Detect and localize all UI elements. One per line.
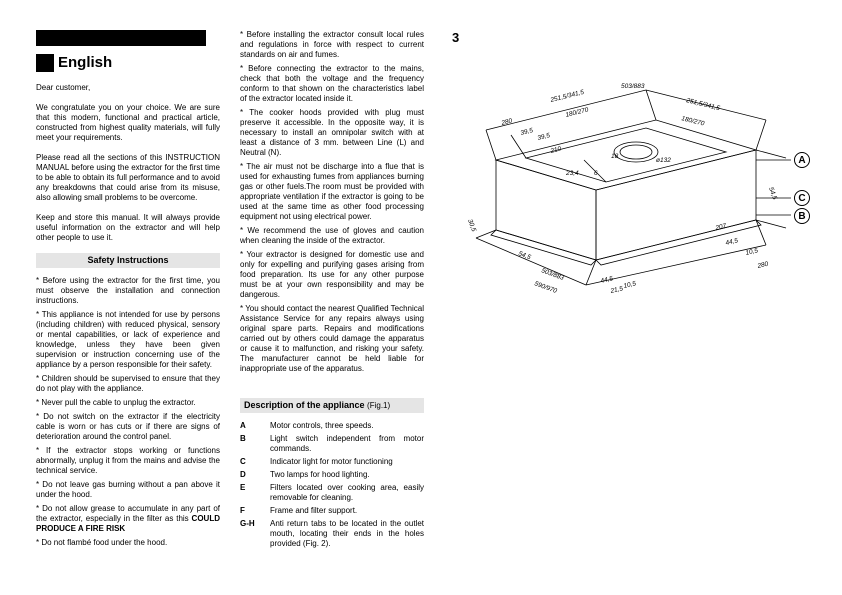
legend-row: FFrame and filter support.	[240, 506, 424, 516]
legend-row: G-HAnti return tabs to be located in the…	[240, 519, 424, 549]
safety-item: * Before using the extractor for the fir…	[36, 276, 220, 306]
legend-row: AMotor controls, three speeds.	[240, 421, 424, 431]
callout-a: A	[794, 152, 810, 168]
legend-row: EFilters located over cooking area, easi…	[240, 483, 424, 503]
safety-item: * If the extractor stops working or func…	[36, 446, 220, 476]
intro-paragraph-2: Please read all the sections of this INS…	[36, 153, 220, 203]
diagram-svg: 251,5/341,5 251,5/341,5 503/883 180/270 …	[456, 80, 806, 300]
language-square-icon	[36, 54, 54, 72]
safety-item: * Before installing the extractor consul…	[240, 30, 424, 60]
intro-paragraph-1: We congratulate you on your choice. We a…	[36, 103, 220, 143]
header-black-bar	[36, 30, 206, 46]
safety-item: * Never pull the cable to unplug the ext…	[36, 398, 220, 408]
dim-label: 54,5	[517, 250, 532, 261]
safety-item: * Your extractor is designed for domesti…	[240, 250, 424, 300]
intro-paragraph-3: Keep and store this manual. It will alwa…	[36, 213, 220, 243]
legend-row: CIndicator light for motor functioning	[240, 457, 424, 467]
dim-label: 590/970	[533, 280, 558, 295]
dim-label: 30,5	[466, 218, 477, 233]
safety-item: * The cooker hoods provided with plug mu…	[240, 108, 424, 158]
dim-label: 207	[714, 223, 727, 233]
dim-label: 44,5	[600, 275, 614, 285]
safety-item: * Do not switch on the extractor if the …	[36, 412, 220, 442]
dim-label: 180/270	[681, 115, 706, 128]
safety-item: * Children should be supervised to ensur…	[36, 374, 220, 394]
dim-label: 503/883	[540, 267, 565, 282]
dim-label: 6	[594, 170, 598, 177]
callout-b: B	[794, 208, 810, 224]
dim-label: 44,5	[725, 237, 739, 247]
legend-row: DTwo lamps for hood lighting.	[240, 470, 424, 480]
page-number: 3	[452, 30, 459, 45]
dim-label: 39,5	[520, 127, 534, 137]
dim-label: 251,5/341,5	[549, 89, 585, 104]
safety-item: * Do not flambé food under the hood.	[36, 538, 220, 548]
dim-label: 210	[549, 145, 563, 155]
dim-label: 54,5	[767, 186, 778, 201]
dim-label: 10,5	[745, 247, 759, 257]
safety-item: * Do not leave gas burning without a pan…	[36, 480, 220, 500]
callout-c: C	[794, 190, 810, 206]
legend-row: BLight switch independent from motor com…	[240, 434, 424, 454]
dim-label: 280	[756, 261, 769, 271]
appliance-diagram: 251,5/341,5 251,5/341,5 503/883 180/270 …	[456, 80, 806, 300]
column-2: * Before installing the extractor consul…	[240, 30, 424, 552]
column-1: English Dear customer, We congratulate y…	[36, 30, 220, 552]
safety-item: * We recommend the use of gloves and cau…	[240, 226, 424, 246]
safety-item: * The air must not be discharge into a f…	[240, 162, 424, 222]
safety-item: * You should contact the nearest Qualifi…	[240, 304, 424, 374]
dim-label: 23,4	[565, 170, 579, 177]
dim-label: 280	[500, 117, 514, 127]
description-title: Description of the appliance (Fig.1)	[240, 398, 424, 413]
safety-item: * This appliance is not intended for use…	[36, 310, 220, 370]
language-header: English	[36, 54, 220, 73]
safety-item: * Before connecting the extractor to the…	[240, 64, 424, 104]
dim-label: ø132	[656, 157, 671, 164]
language-title: English	[58, 54, 112, 73]
dim-label: 21,5	[609, 285, 624, 295]
safety-instructions-title: Safety Instructions	[36, 253, 220, 268]
greeting-text: Dear customer,	[36, 83, 220, 93]
dim-label: 18	[611, 153, 619, 160]
dim-label: 39,5	[537, 132, 551, 142]
dim-label: 10,5	[623, 280, 637, 290]
appliance-legend: AMotor controls, three speeds. BLight sw…	[240, 421, 424, 549]
dim-label: 503/883	[621, 83, 645, 90]
dim-label: 180/270	[565, 106, 590, 119]
dim-label: 251,5/341,5	[685, 97, 721, 112]
safety-item: * Do not allow grease to accumulate in a…	[36, 504, 220, 534]
